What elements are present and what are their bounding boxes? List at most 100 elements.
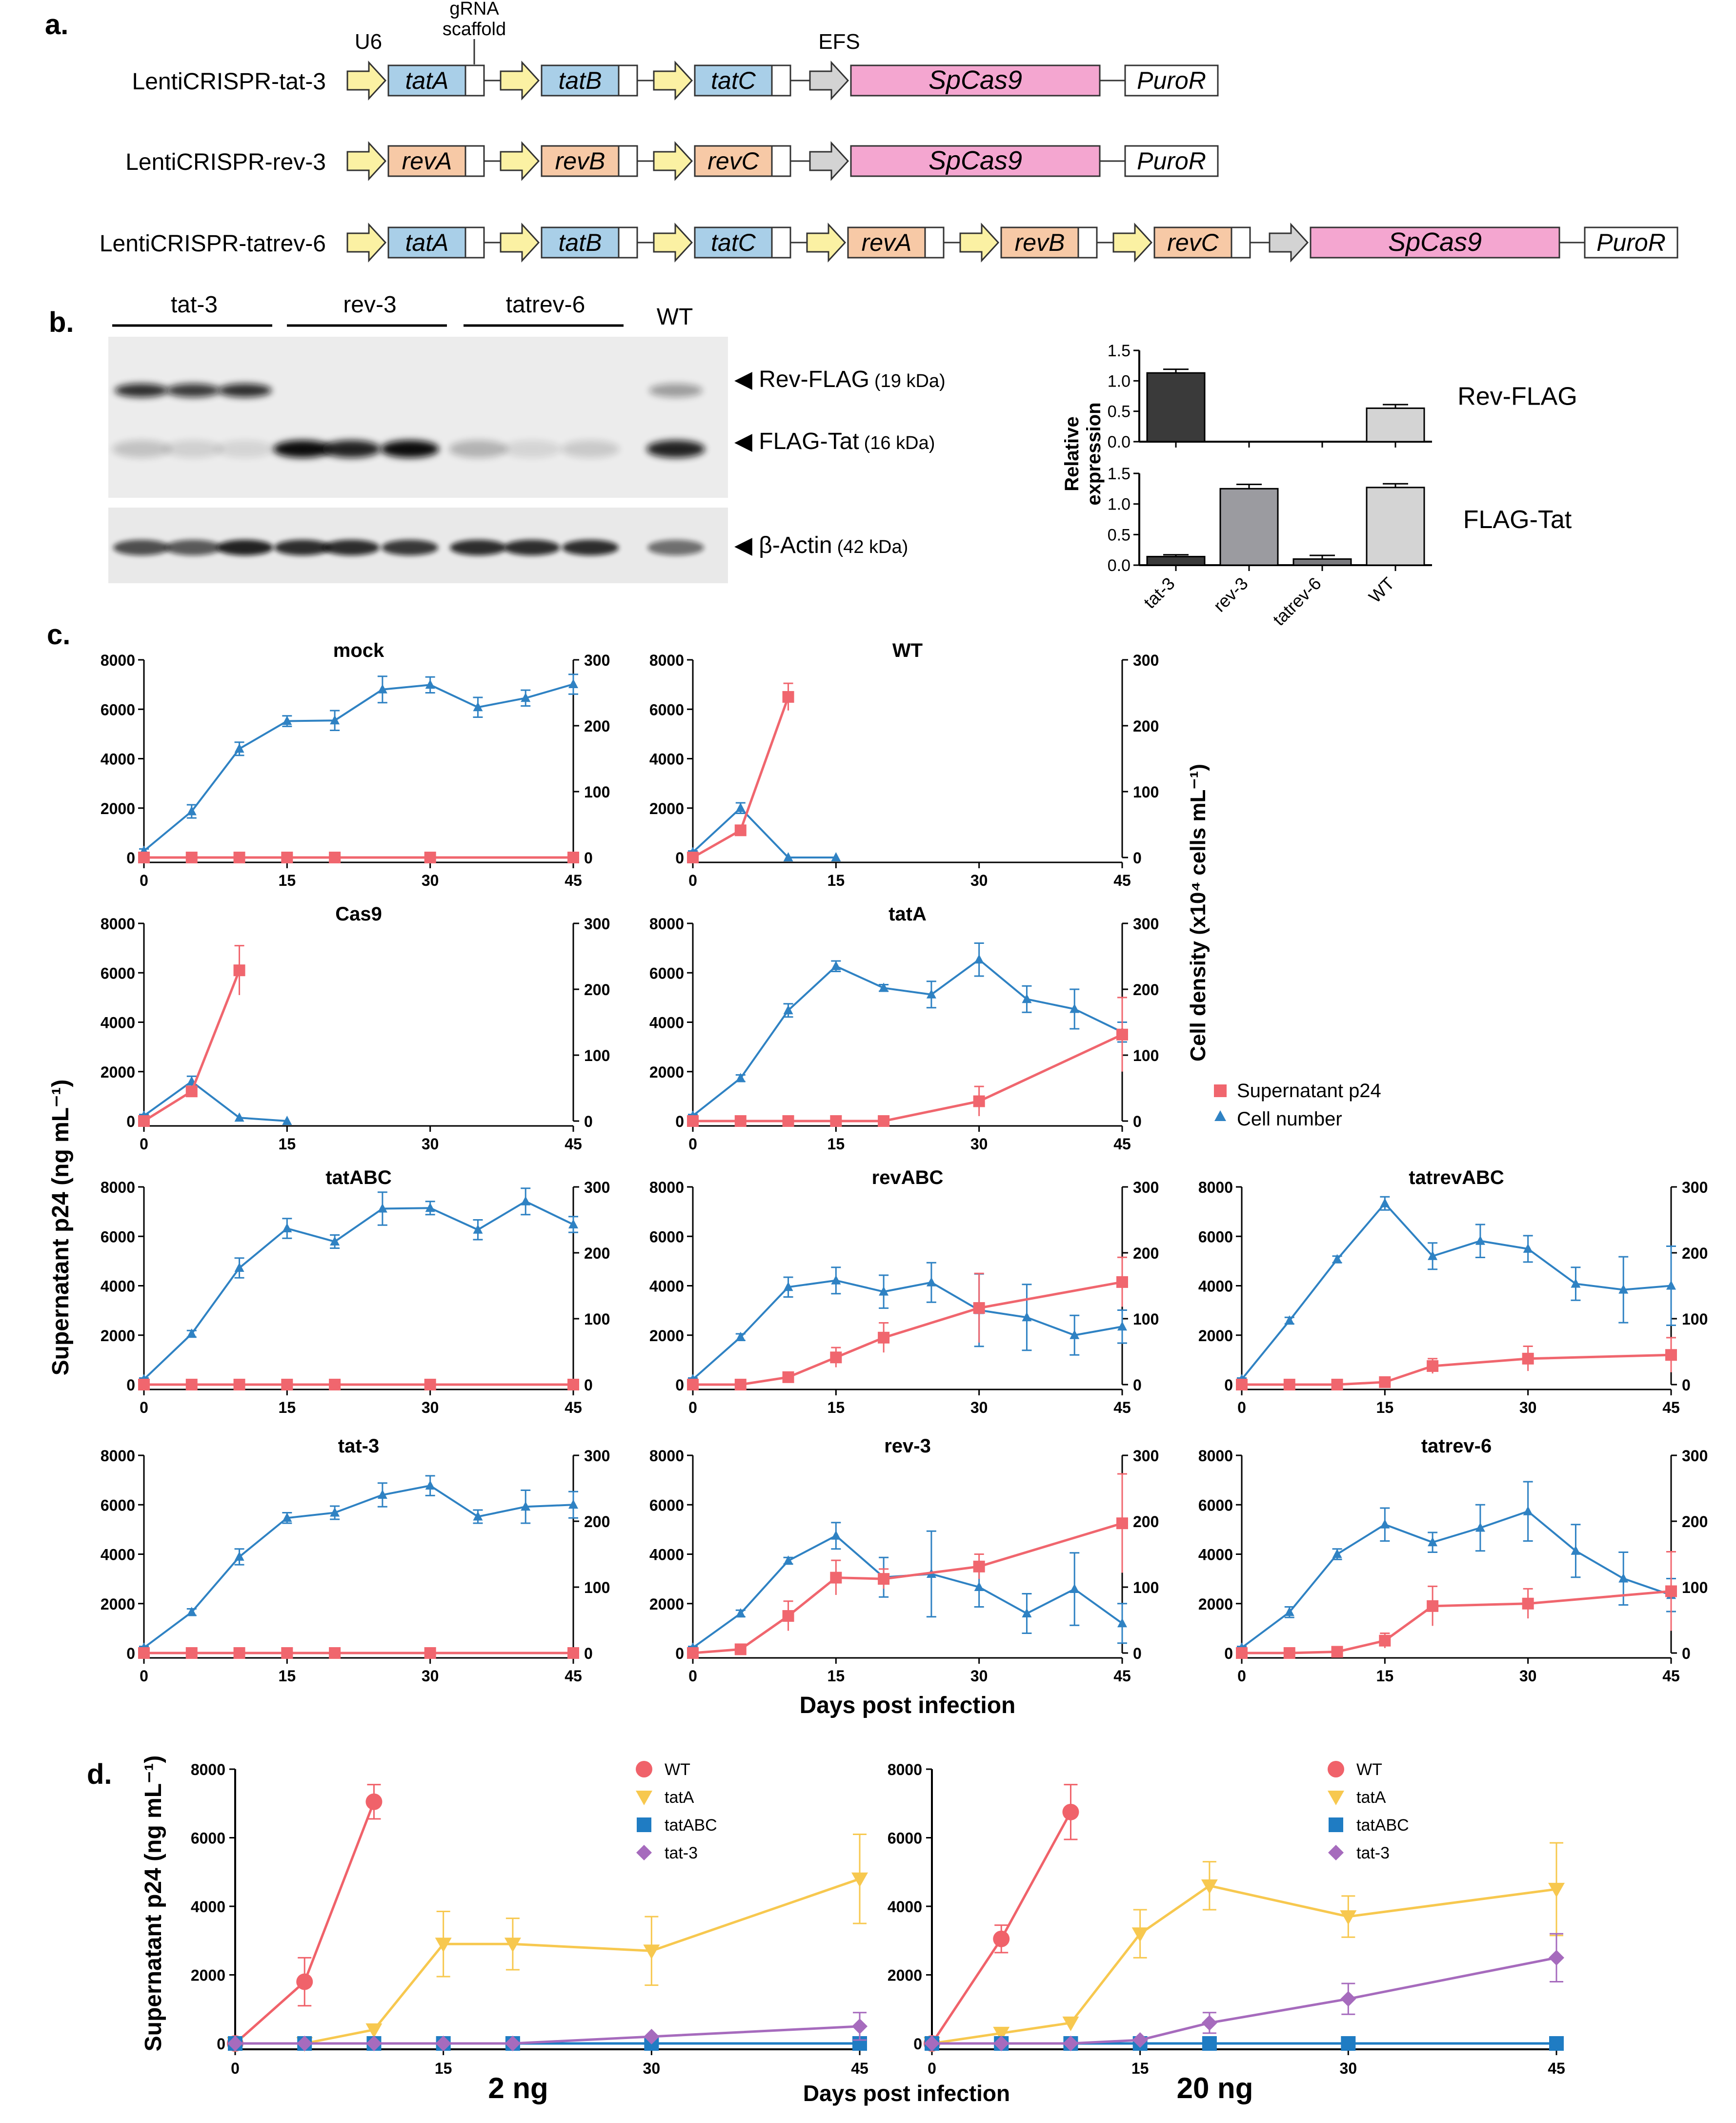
tat3-point — [924, 2036, 940, 2051]
xtick-label: 15 — [279, 872, 296, 889]
p24-point — [281, 852, 293, 863]
band-size-rev: (19 kDa) — [874, 371, 946, 391]
ytick-right-label: 100 — [1682, 1579, 1708, 1596]
ytick-left-label: 2000 — [649, 1327, 684, 1345]
p24-point — [329, 1379, 341, 1390]
puro-label: PuroR — [1137, 147, 1206, 175]
xtick-label: 45 — [1113, 1135, 1131, 1153]
xtick-label: 30 — [422, 1135, 439, 1153]
d-xtick-label: 30 — [643, 2060, 661, 2077]
d-ytick-label: 4000 — [888, 1898, 922, 1916]
xtick-label: 15 — [279, 1399, 296, 1416]
cell-point — [926, 989, 936, 999]
xtick-label: 45 — [1113, 1399, 1131, 1416]
tatA-point — [636, 1791, 652, 1805]
ytick-right-label: 300 — [1133, 1447, 1159, 1465]
ytick-left-label: 6000 — [1198, 1496, 1233, 1514]
wt-point — [1328, 1761, 1344, 1777]
xtick-label: 30 — [970, 1135, 988, 1153]
p24-point — [233, 852, 245, 863]
ytick-left-label: 6000 — [1198, 1228, 1233, 1245]
ytick-left-label: 8000 — [101, 1179, 135, 1196]
cell-point — [282, 1223, 292, 1233]
band-flag-tat — [273, 440, 332, 458]
cell-point — [1523, 1243, 1533, 1253]
ytick-right-label: 0 — [584, 1645, 593, 1662]
xtick-label: 15 — [828, 1135, 845, 1153]
p24-point — [1236, 1647, 1248, 1659]
d-ylabel: Supernatant p24 (ng mL⁻¹) — [141, 1756, 166, 2052]
cell-point — [735, 802, 746, 812]
p24-point — [1283, 1379, 1295, 1390]
d-ytick-label: 8000 — [191, 1761, 225, 1778]
legend-cells-marker — [1214, 1110, 1226, 1121]
ytick-right-label: 0 — [1682, 1645, 1691, 1662]
grna-scaffold-box — [771, 145, 791, 177]
p24-point — [424, 852, 436, 863]
xtick-label: 30 — [422, 872, 439, 889]
cell-number-line — [692, 1279, 1123, 1380]
cell-point — [783, 1555, 793, 1565]
cell-point — [926, 1277, 936, 1286]
p24-point — [1522, 1597, 1534, 1610]
xtick-label: 15 — [279, 1667, 296, 1685]
band-label-flag-tat: ◀ FLAG-Tat (16 kDa) — [734, 429, 935, 454]
efs-promoter-arrow — [809, 141, 849, 181]
u6-promoter-arrow — [346, 61, 387, 101]
xtick-label: 30 — [422, 1399, 439, 1416]
d-legend-label: tatABC — [1356, 1816, 1409, 1835]
tatA-point — [1062, 2016, 1079, 2031]
ytick-left-label: 2000 — [101, 1327, 135, 1345]
cell-point — [1380, 1519, 1390, 1529]
guide-box-tatA — [387, 64, 466, 97]
p24-point — [782, 1371, 794, 1383]
efs-promoter-arrow — [809, 61, 849, 101]
d-series-line-tatA — [235, 1878, 860, 2045]
ytick-right-label: 100 — [584, 1310, 610, 1328]
grna-scaffold-box — [464, 226, 485, 259]
tat3-point — [644, 2028, 660, 2044]
band-flag-tat — [381, 440, 439, 458]
xtick-label: 0 — [1237, 1667, 1246, 1685]
p24-point — [138, 852, 150, 863]
xtick-label: 0 — [1237, 1399, 1246, 1416]
xtick-label: 30 — [970, 872, 988, 889]
cell-point — [974, 954, 984, 964]
band-actin — [165, 540, 222, 555]
bar-xtick-label: rev-3 — [1210, 573, 1252, 616]
subplot-title: tat-3 — [338, 1435, 379, 1457]
p24-point — [185, 1647, 198, 1659]
cell-point — [735, 1608, 746, 1617]
lane-group-rev3: rev-3 — [343, 292, 396, 318]
efs-label: EFS — [818, 30, 860, 54]
tatA-point — [643, 1944, 660, 1960]
c-xlabel: Days post infection — [800, 1693, 1016, 1718]
xtick-label: 0 — [140, 1135, 148, 1153]
cell-point — [186, 1607, 197, 1616]
tatABC-point — [637, 1817, 651, 1832]
ytick-left-label: 2000 — [1198, 1327, 1233, 1345]
u6-label: U6 — [355, 30, 382, 54]
d-legend-label: tat-3 — [1356, 1844, 1390, 1862]
ytick-left-label: 4000 — [649, 1278, 684, 1295]
xtick-label: 0 — [688, 872, 697, 889]
band-rev-flag — [115, 384, 168, 397]
tatA-point — [1131, 1927, 1149, 1942]
band-actin — [504, 540, 560, 555]
cell-point — [1475, 1522, 1485, 1532]
cell-point — [1117, 1618, 1127, 1628]
xtick-label: 15 — [828, 1667, 845, 1685]
cell-point — [282, 1512, 292, 1522]
ytick-right-label: 0 — [1133, 1113, 1142, 1130]
construct-name: LentiCRISPR-tatrev-6 — [100, 231, 326, 257]
band-label-rev-flag: ◀ Rev-FLAG (19 kDa) — [734, 367, 946, 392]
ytick-right-label: 100 — [1133, 1579, 1159, 1596]
cas9-label: SpCas9 — [929, 65, 1022, 95]
band-name-tat: FLAG-Tat — [759, 429, 859, 454]
p24-point — [1522, 1352, 1534, 1365]
band-actin — [323, 540, 380, 555]
cell-point — [1022, 1608, 1032, 1617]
tatABC-point — [1329, 1817, 1343, 1832]
tat3-point — [1201, 2015, 1217, 2031]
band-label-actin: ◀ β-Actin (42 kDa) — [734, 532, 908, 558]
